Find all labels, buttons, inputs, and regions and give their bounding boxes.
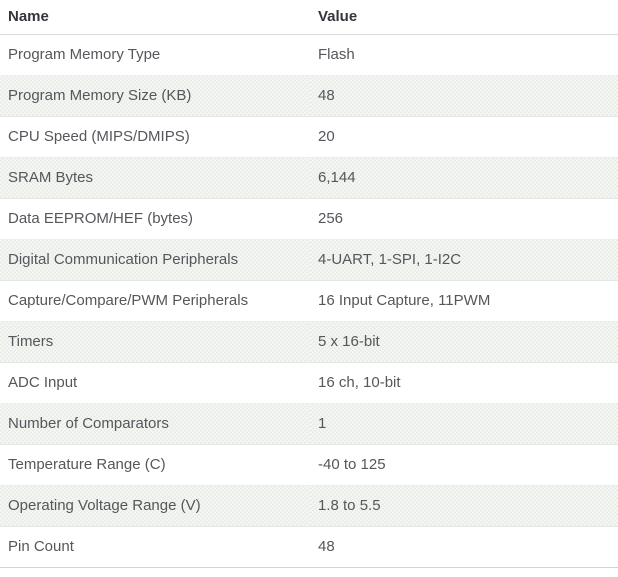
table-row: Data EEPROM/HEF (bytes) 256 [0, 198, 618, 240]
table-row: Operating Voltage Range (V) 1.8 to 5.5 [0, 485, 618, 527]
spec-value-cell: 16 ch, 10-bit [310, 362, 618, 404]
spec-name-cell: Data EEPROM/HEF (bytes) [0, 198, 310, 240]
spec-name-cell: Program Memory Size (KB) [0, 75, 310, 117]
table-row: Number of Comparators 1 [0, 403, 618, 445]
column-header-value: Value [310, 0, 618, 35]
spec-value-cell: 5 x 16-bit [310, 321, 618, 363]
spec-name-cell: Digital Communication Peripherals [0, 239, 310, 281]
spec-name-cell: CPU Speed (MIPS/DMIPS) [0, 116, 310, 158]
column-header-name: Name [0, 0, 310, 35]
table-row: CPU Speed (MIPS/DMIPS) 20 [0, 116, 618, 158]
spec-name-cell: Program Memory Type [0, 34, 310, 76]
spec-value-cell: 48 [310, 75, 618, 117]
spec-value-cell: 6,144 [310, 157, 618, 199]
table-row: ADC Input 16 ch, 10-bit [0, 362, 618, 404]
spec-value-cell: 48 [310, 526, 618, 568]
table-row: Program Memory Size (KB) 48 [0, 75, 618, 117]
spec-value-cell: 256 [310, 198, 618, 240]
spec-name-cell: Operating Voltage Range (V) [0, 485, 310, 527]
spec-name-cell: Temperature Range (C) [0, 444, 310, 486]
table-row: Pin Count 48 [0, 526, 618, 568]
spec-value-cell: 1.8 to 5.5 [310, 485, 618, 527]
spec-value-cell: Flash [310, 34, 618, 76]
spec-value-cell: 16 Input Capture, 11PWM [310, 280, 618, 322]
table-row: SRAM Bytes 6,144 [0, 157, 618, 199]
table-row: Digital Communication Peripherals 4-UART… [0, 239, 618, 281]
spec-value-cell: 4-UART, 1-SPI, 1-I2C [310, 239, 618, 281]
table-row: Timers 5 x 16-bit [0, 321, 618, 363]
spec-name-cell: Pin Count [0, 526, 310, 568]
spec-value-cell: 1 [310, 403, 618, 445]
table-row: Capture/Compare/PWM Peripherals 16 Input… [0, 280, 618, 322]
header-row: Name Value [0, 0, 618, 35]
spec-name-cell: Number of Comparators [0, 403, 310, 445]
spec-name-cell: Capture/Compare/PWM Peripherals [0, 280, 310, 322]
spec-value-cell: 20 [310, 116, 618, 158]
spec-value-cell: -40 to 125 [310, 444, 618, 486]
table-row: Program Memory Type Flash [0, 34, 618, 76]
spec-name-cell: ADC Input [0, 362, 310, 404]
spec-name-cell: Timers [0, 321, 310, 363]
spec-name-cell: SRAM Bytes [0, 157, 310, 199]
table-row: Temperature Range (C) -40 to 125 [0, 444, 618, 486]
